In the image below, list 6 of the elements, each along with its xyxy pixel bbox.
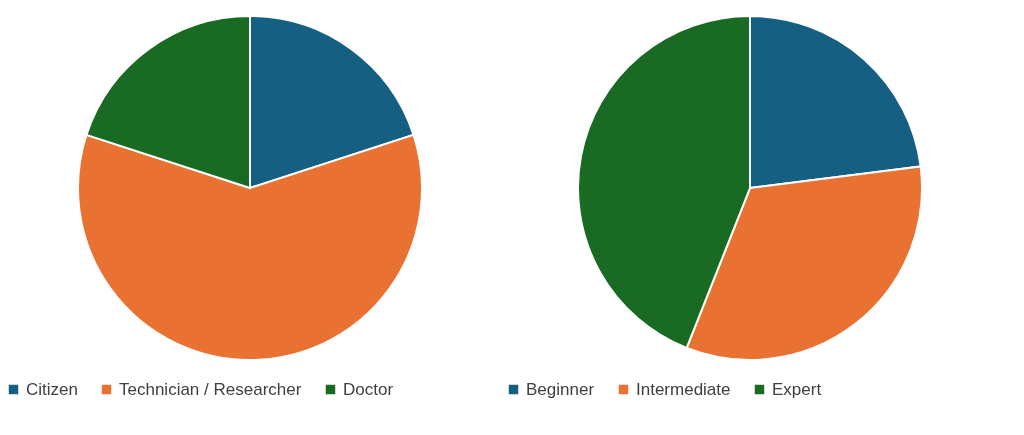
legend-label: Technician / Researcher (119, 379, 302, 399)
legend-label: Doctor (343, 379, 394, 399)
legend-label: Expert (772, 379, 822, 399)
legend-label: Beginner (526, 379, 595, 399)
legend-label: Intermediate (636, 379, 731, 399)
legend-label: Citizen (26, 379, 78, 399)
